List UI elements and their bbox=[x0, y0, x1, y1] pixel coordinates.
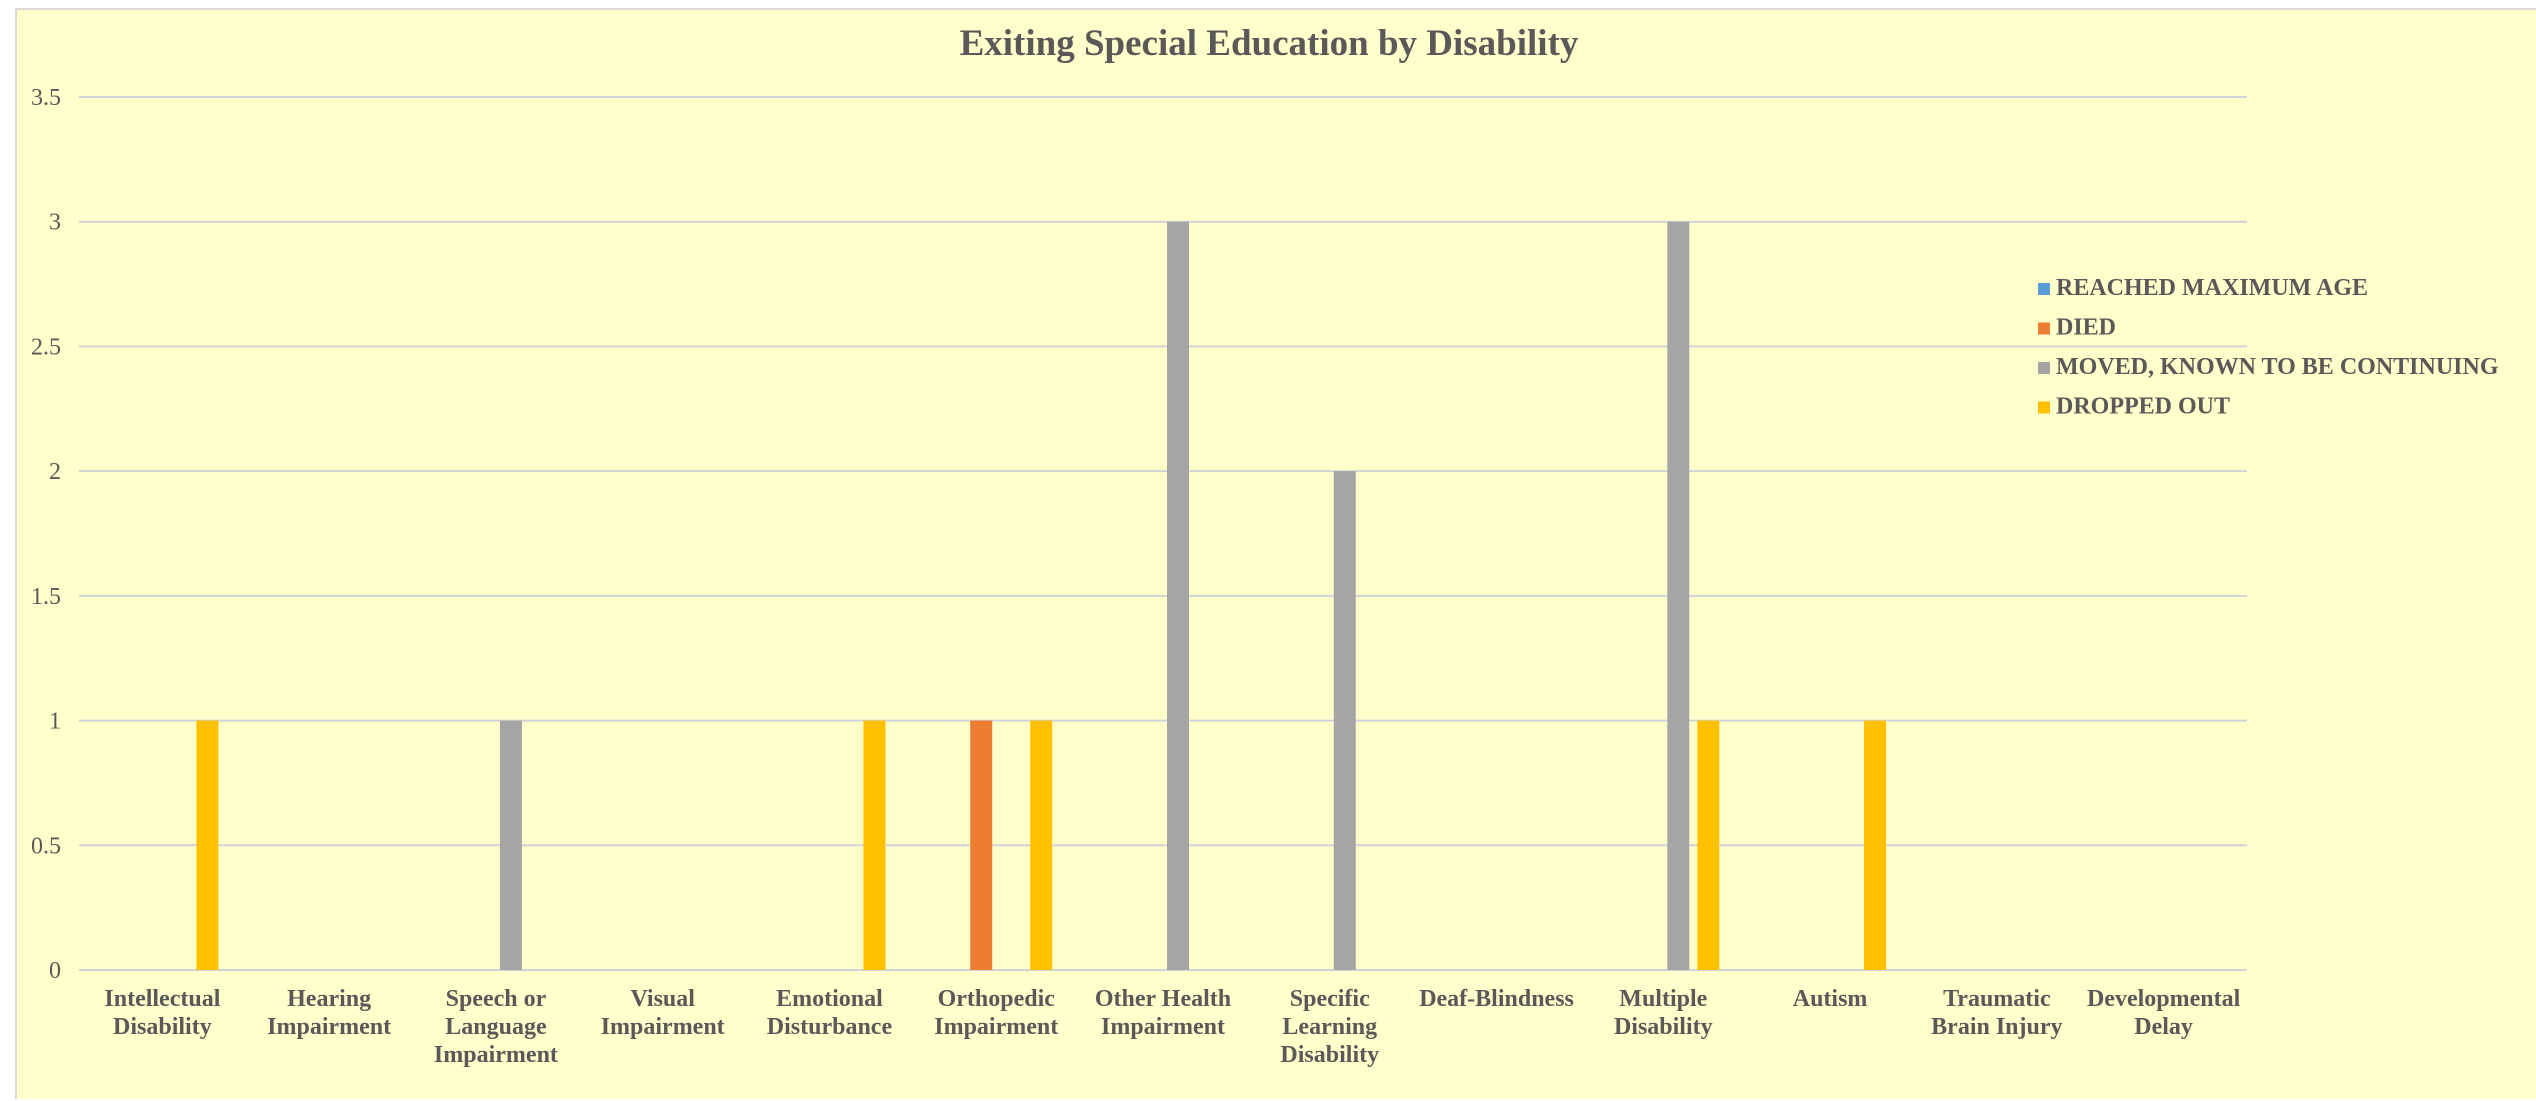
y-tick-label: 0.5 bbox=[31, 833, 61, 859]
bar bbox=[970, 720, 993, 970]
legend: REACHED MAXIMUM AGE DIED MOVED, KNOWN TO B… bbox=[2038, 275, 2499, 420]
bar bbox=[1030, 720, 1053, 970]
x-category-label: Emotional Disturbance bbox=[767, 986, 893, 1040]
bars bbox=[196, 221, 1887, 970]
x-category-label: Autism bbox=[1793, 986, 1868, 1012]
y-tick-label: 2 bbox=[49, 459, 61, 485]
x-category-label: Speech or Language Impairment bbox=[434, 986, 558, 1068]
y-axis-ticks: 0 0.5 1 1.5 2 2.5 3 3.5 bbox=[31, 85, 61, 984]
y-tick-label: 1 bbox=[49, 709, 61, 735]
bar bbox=[1167, 221, 1189, 970]
legend-swatch bbox=[2038, 362, 2050, 374]
bar bbox=[196, 720, 219, 970]
chart-title: Exiting Special Education by Disability bbox=[960, 23, 1579, 64]
x-category-label: Specific Learning Disability bbox=[1280, 986, 1379, 1068]
x-category-label: Deaf-Blindness bbox=[1419, 986, 1574, 1012]
x-axis-labels: Intellectual Disability Hearing Impairment S… bbox=[104, 986, 2240, 1068]
gridlines bbox=[79, 96, 2247, 971]
legend-label: DROPPED OUT bbox=[2056, 394, 2230, 420]
legend-swatch bbox=[2038, 401, 2050, 414]
chart-area: Exiting Special Education by Disability … bbox=[15, 8, 2536, 1099]
x-category-label: Other Health Impairment bbox=[1095, 986, 1231, 1040]
x-category-label: Visual Impairment bbox=[601, 986, 725, 1040]
bar bbox=[1697, 720, 1720, 970]
chart-svg: Exiting Special Education by Disability … bbox=[31, 23, 2499, 1068]
y-tick-label: 2.5 bbox=[31, 334, 61, 360]
y-tick-label: 0 bbox=[49, 958, 61, 984]
legend-label: MOVED, KNOWN TO BE CONTINUING bbox=[2056, 354, 2499, 380]
legend-swatch bbox=[2038, 283, 2050, 295]
y-tick-label: 3.5 bbox=[31, 85, 61, 111]
y-tick-label: 1.5 bbox=[31, 584, 61, 610]
bar bbox=[863, 720, 886, 970]
x-category-label: Multiple Disability bbox=[1614, 986, 1713, 1040]
y-tick-label: 3 bbox=[49, 210, 61, 236]
x-category-label: Intellectual Disability bbox=[104, 986, 220, 1040]
x-category-label: Developmental Delay bbox=[2087, 986, 2241, 1040]
bar bbox=[1864, 720, 1887, 970]
x-category-label: Traumatic Brain Injury bbox=[1931, 986, 2062, 1040]
x-category-label: Hearing Impairment bbox=[267, 986, 391, 1040]
legend-swatch bbox=[2038, 322, 2050, 335]
legend-label: DIED bbox=[2056, 315, 2116, 341]
bar bbox=[1333, 471, 1356, 970]
bar bbox=[1667, 221, 1690, 970]
x-category-label: Orthopedic Impairment bbox=[934, 986, 1058, 1040]
legend-label: REACHED MAXIMUM AGE bbox=[2056, 275, 2368, 301]
bar bbox=[499, 720, 522, 970]
